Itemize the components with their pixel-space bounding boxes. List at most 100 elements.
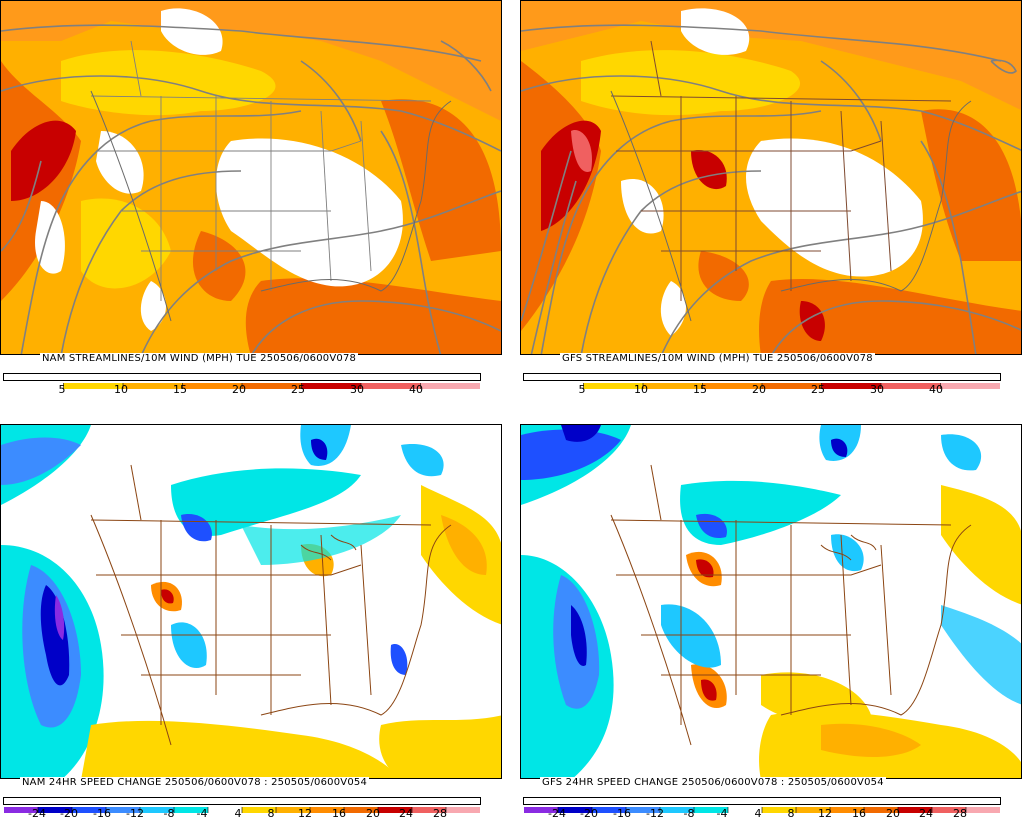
colorbar-tick: -8 <box>163 807 175 820</box>
colorbar-swatch <box>4 383 64 389</box>
colorbar-swatch <box>140 807 175 813</box>
colorbar-swatch <box>310 807 345 813</box>
colorbar-swatch <box>558 807 593 813</box>
colorbar-swatch <box>344 807 379 813</box>
colorbar-tick: -16 <box>613 807 631 820</box>
colorbar-tick: 20 <box>232 383 246 396</box>
colorbar-swatch <box>583 383 644 389</box>
colorbar <box>523 797 1001 813</box>
colorbar-swatch <box>361 383 421 389</box>
map-caption: GFS STREAMLINES/10M WIND (MPH) TUE 25050… <box>560 353 875 365</box>
colorbar-tick: 28 <box>433 807 447 820</box>
panel-gfs-speed-change: GFS 24HR SPEED CHANGE 250506/0600V078 : … <box>520 424 1022 820</box>
colorbar-swatch <box>208 807 243 813</box>
colorbar-tick: -4 <box>196 807 208 820</box>
panel-gfs-streamlines: GFS STREAMLINES/10M WIND (MPH) TUE 25050… <box>520 0 1022 396</box>
colorbar-tick: -12 <box>646 807 664 820</box>
colorbar-tick: 12 <box>818 807 832 820</box>
colorbar-swatch <box>940 383 1001 389</box>
colorbar-tick: -16 <box>93 807 111 820</box>
colorbar-tick: 40 <box>409 383 423 396</box>
colorbar <box>523 373 1001 389</box>
wind-speed-map <box>1 1 501 354</box>
colorbar-tick: 16 <box>332 807 346 820</box>
colorbar-swatches <box>524 383 1001 389</box>
colorbar-tick: 10 <box>634 383 648 396</box>
colorbar-swatch <box>276 807 311 813</box>
map-caption: GFS 24HR SPEED CHANGE 250506/0600V078 : … <box>540 777 886 789</box>
colorbar-tick: 8 <box>787 807 795 820</box>
colorbar-tick: 16 <box>852 807 866 820</box>
colorbar-swatch <box>301 383 362 389</box>
colorbar-tick: 5 <box>578 383 586 396</box>
panel-nam-streamlines: NAM STREAMLINES/10M WIND (MPH) TUE 25050… <box>0 0 502 396</box>
colorbar-swatch <box>446 807 481 813</box>
colorbar-tick: 24 <box>919 807 933 820</box>
colorbar-tick: 10 <box>114 383 128 396</box>
colorbar-swatch <box>106 807 141 813</box>
colorbar-tick: -4 <box>716 807 728 820</box>
map-caption: NAM 24HR SPEED CHANGE 250506/0600V078 : … <box>20 777 370 789</box>
colorbar-swatch <box>420 383 481 389</box>
panel-nam-speed-change: NAM 24HR SPEED CHANGE 250506/0600V078 : … <box>0 424 502 820</box>
colorbar-swatch <box>524 807 559 813</box>
colorbar-swatch <box>626 807 661 813</box>
colorbar-tick: 15 <box>173 383 187 396</box>
colorbar-swatch <box>728 807 763 813</box>
colorbar-tick: 30 <box>870 383 884 396</box>
colorbar-swatch <box>592 807 627 813</box>
colorbar-tick: 4 <box>234 807 242 820</box>
colorbar-swatch <box>412 807 447 813</box>
colorbar-swatch <box>702 383 763 389</box>
colorbar-swatch <box>242 807 277 813</box>
colorbar-tick: 20 <box>366 807 380 820</box>
colorbar-swatch <box>881 383 941 389</box>
colorbar-swatch <box>762 807 797 813</box>
wind-speed-map <box>521 1 1021 354</box>
colorbar <box>3 373 481 389</box>
speed-change-map <box>1 425 501 778</box>
colorbar-swatches <box>4 807 481 813</box>
colorbar-tick: 25 <box>811 383 825 396</box>
colorbar-swatch <box>966 807 1001 813</box>
colorbar-tick: 20 <box>886 807 900 820</box>
colorbar-swatch <box>643 383 703 389</box>
map-gfs-speed-change <box>520 424 1022 779</box>
colorbar-swatch <box>830 807 865 813</box>
colorbar-swatches <box>4 383 481 389</box>
colorbar-swatch <box>694 807 729 813</box>
colorbar-swatch <box>174 807 209 813</box>
colorbar-tick: -8 <box>683 807 695 820</box>
colorbar-tick: -24 <box>28 807 46 820</box>
colorbar-swatch <box>38 807 73 813</box>
colorbar-swatch <box>932 807 967 813</box>
colorbar-swatch <box>63 383 124 389</box>
colorbar-tick: -20 <box>580 807 598 820</box>
colorbar-swatch <box>4 807 39 813</box>
colorbar-swatch <box>796 807 831 813</box>
colorbar-swatch <box>864 807 899 813</box>
colorbar-swatch <box>378 807 413 813</box>
colorbar-swatch <box>182 383 243 389</box>
colorbar-tick: 30 <box>350 383 364 396</box>
map-caption: NAM STREAMLINES/10M WIND (MPH) TUE 25050… <box>40 353 359 365</box>
colorbar-tick: 28 <box>953 807 967 820</box>
speed-change-map <box>521 425 1021 778</box>
colorbar-tick: 15 <box>693 383 707 396</box>
colorbar-swatch <box>72 807 107 813</box>
map-nam-streamlines <box>0 0 502 355</box>
colorbar-swatch <box>242 383 302 389</box>
map-nam-speed-change <box>0 424 502 779</box>
colorbar-tick: -12 <box>126 807 144 820</box>
colorbar-tick: 4 <box>754 807 762 820</box>
map-gfs-streamlines <box>520 0 1022 355</box>
colorbar-tick: 5 <box>58 383 66 396</box>
colorbar-swatch <box>898 807 933 813</box>
colorbar-swatch <box>762 383 822 389</box>
colorbar <box>3 797 481 813</box>
colorbar-tick: -24 <box>548 807 566 820</box>
colorbar-swatch <box>524 383 584 389</box>
colorbar-swatch <box>123 383 183 389</box>
colorbar-swatch <box>660 807 695 813</box>
colorbar-tick: 20 <box>752 383 766 396</box>
